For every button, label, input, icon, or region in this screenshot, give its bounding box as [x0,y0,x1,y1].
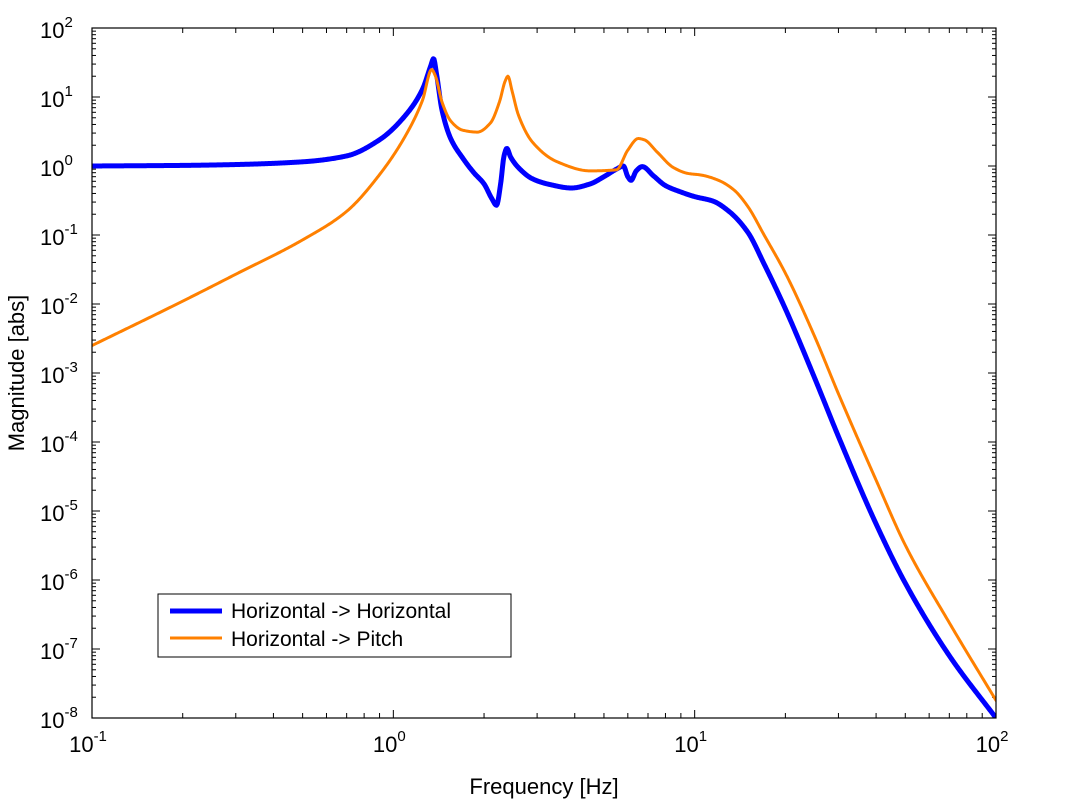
tick-marks [91,28,996,719]
series-line-horizontal-pitch [92,68,996,702]
y-tick-label: 10-4 [40,428,78,457]
x-tick-label: 101 [674,728,707,757]
y-tick-label: 10-2 [40,290,78,319]
y-tick-label: 10-8 [40,704,78,733]
y-tick-label: 101 [40,83,73,112]
y-tick-label: 10-7 [40,635,78,664]
y-tick-label: 10-3 [40,359,78,388]
x-tick-label: 100 [373,728,406,757]
y-tick-label: 10-6 [40,566,78,595]
x-tick-label: 10-1 [69,728,107,757]
legend-label-horizontal-horizontal: Horizontal -> Horizontal [231,600,451,623]
x-tick-label: 102 [976,728,1009,757]
legend-box [157,593,512,658]
x-tick-labels: 10-1 100 101 102 [69,728,1008,757]
legend: Horizontal -> Horizontal Horizontal -> P… [157,593,512,658]
y-axis-label: Magnitude [abs] [4,295,29,452]
x-axis-label: Frequency [Hz] [469,774,618,799]
plot-frame [91,27,997,719]
series-line-horizontal-horizontal [92,56,996,718]
legend-label-horizontal-pitch: Horizontal -> Pitch [231,628,403,651]
y-tick-label: 100 [40,152,73,181]
series-layer [92,56,996,718]
y-tick-label: 10-1 [40,221,78,250]
y-tick-labels: 10-8 10-7 10-6 10-5 10-4 10-3 10-2 10-1 100 101 10… [40,14,78,733]
y-tick-label: 10-5 [40,497,78,526]
y-tick-label: 102 [40,14,73,43]
